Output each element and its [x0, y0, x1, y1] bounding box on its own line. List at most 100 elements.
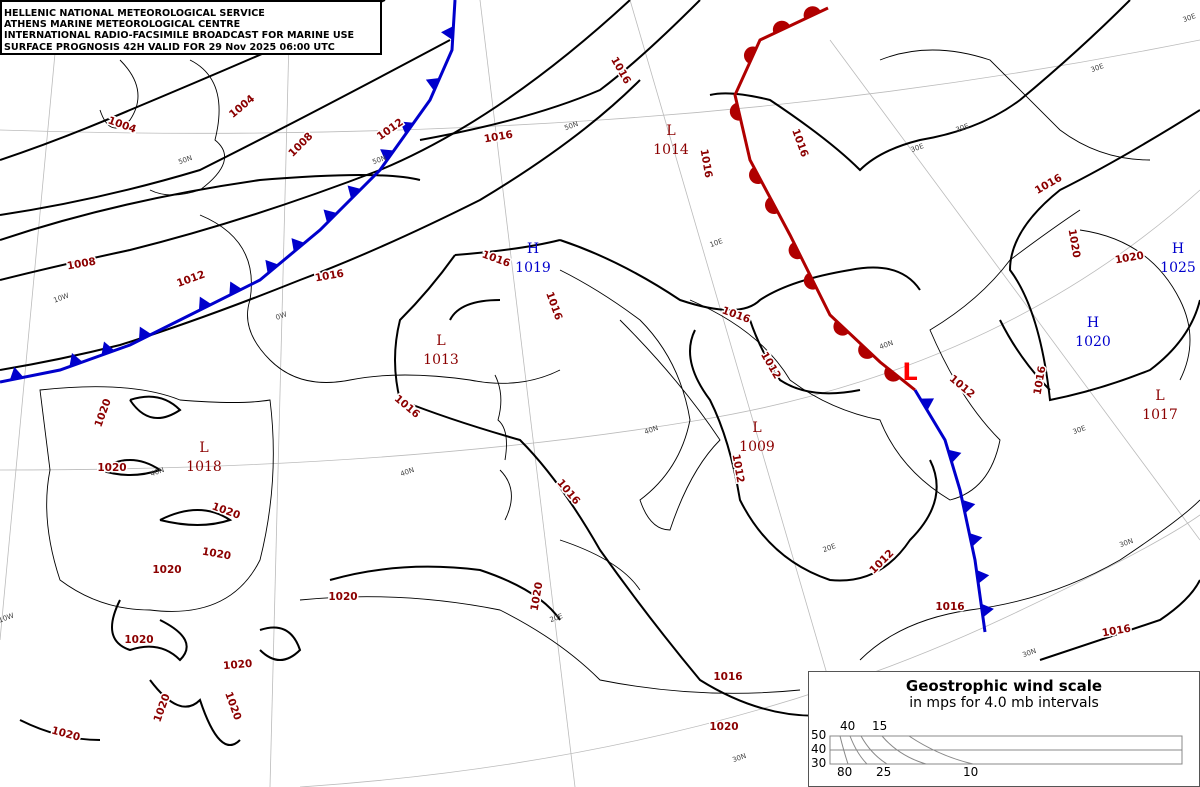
graticule-label: 30N [731, 752, 747, 764]
isobar-label: 1020 [124, 634, 153, 646]
graticule-label: 30E [1090, 62, 1105, 74]
isobar-label: 1020 [93, 397, 114, 429]
cold-front-triangle [229, 281, 242, 296]
pressure-value: 1018 [186, 459, 222, 475]
isobar-label: 1020 [1066, 228, 1083, 259]
warm-front-semicircle [765, 197, 779, 215]
graticule-label: 10E [709, 237, 724, 249]
speed-label: 25 [876, 765, 892, 779]
cold-front-triangle [981, 603, 994, 618]
graticule-label: 40N [399, 466, 415, 478]
isobar-label: 1020 [50, 725, 81, 744]
cold-front-triangle [962, 499, 976, 514]
isobar-label: 1020 [328, 591, 357, 603]
pressure-value: 1017 [1142, 407, 1178, 423]
isobar-label: 1016 [789, 127, 810, 159]
isobar-label: 1016 [698, 148, 715, 179]
isobar-label: 1012 [758, 350, 783, 381]
cold-front-triangle [291, 238, 305, 252]
wind-scale-subtitle: in mps for 4.0 mb intervals [909, 695, 1099, 711]
graticule-label: 40N [878, 339, 894, 351]
isobar-label: 1008 [286, 130, 315, 159]
lat-label: 50 [811, 728, 827, 742]
speed-label: 80 [837, 765, 853, 779]
header-line: INTERNATIONAL RADIO-FACSIMILE BROADCAST … [4, 30, 355, 42]
cold-front-triangle [441, 26, 454, 41]
isobar-label: 1020 [201, 546, 232, 563]
chart-header: HELLENIC NATIONAL METEOROLOGICAL SERVICE… [0, 0, 382, 55]
warm-front-semicircle [749, 167, 763, 185]
cold-front-triangle [9, 366, 24, 381]
graticule-label: 30E [910, 142, 925, 154]
graticule-label: 30E [955, 122, 970, 134]
pressure-value: 1020 [1075, 334, 1111, 350]
isobars [0, 0, 1200, 746]
isobar-label: 1008 [66, 256, 97, 273]
isobar-label: 1016 [543, 290, 564, 322]
isobar-label: 1016 [554, 477, 582, 507]
isobar-label: 1020 [529, 581, 546, 612]
graticule-label: 30N [1021, 647, 1037, 659]
warm-front-semicircle [788, 242, 802, 260]
isobar-label: 1004 [227, 93, 257, 121]
graticule-label: 20E [549, 612, 564, 624]
pressure-value: 1013 [423, 352, 459, 368]
cold-front-triangle [947, 449, 962, 463]
low-pressure-symbol: L [199, 440, 208, 456]
cold-front-triangle [101, 341, 115, 356]
low-pressure-symbol: L [666, 123, 675, 139]
isobar-label: 1020 [97, 462, 126, 474]
isobar-label: 1020 [222, 690, 243, 722]
isobar-label: 1020 [1114, 250, 1145, 267]
warm-front-semicircle [833, 320, 849, 336]
cold-front-triangle [976, 569, 990, 584]
isobar-label: 1020 [152, 692, 173, 724]
warm-front-semicircle [743, 46, 757, 64]
graticule-label: 40N [643, 424, 659, 436]
isobar-label: 1016 [935, 601, 964, 613]
cold-front-triangle [323, 209, 337, 223]
warm-front-semicircle [803, 6, 821, 20]
high-pressure-symbol: H [527, 241, 539, 257]
header-line: ATHENS MARINE METEOROLOGICAL CENTRE [4, 19, 241, 31]
graticule-label: 30E [1182, 12, 1197, 24]
graticule-label: 0W [275, 310, 288, 321]
cold-front-triangle [198, 296, 212, 311]
high-pressure-symbol: H [1172, 241, 1184, 257]
isobar-label: 1016 [1101, 623, 1132, 640]
pressure-value: 1014 [653, 142, 689, 158]
map-labels: 50N50N50N40N40N40N40N30N30N30N10W10W0W10… [0, 12, 1197, 764]
isobar-label: 1020 [223, 658, 253, 673]
warm-front-semicircle [803, 272, 817, 290]
speed-label: 10 [963, 765, 979, 779]
graticule-label: 30N [1118, 537, 1134, 549]
low-pressure-symbol: L [902, 358, 917, 386]
warm-front-semicircle [772, 20, 790, 34]
cold-front-triangle [425, 78, 440, 91]
cold-front-triangle [380, 149, 394, 162]
wind-scale-graph [829, 735, 1183, 765]
warm-front [729, 6, 916, 392]
isobar-label: 1016 [314, 268, 345, 285]
graticule-label: 10W [53, 292, 71, 305]
high-pressure-symbol: H [1087, 315, 1099, 331]
isobar-label: 1016 [1032, 365, 1049, 396]
isobar-label: 1016 [392, 393, 422, 421]
speed-label: 40 [840, 719, 856, 733]
graticule-label: 20E [822, 542, 837, 554]
isobar-label: 1012 [947, 373, 977, 401]
cold-front-east [913, 389, 994, 633]
cold-front-triangle [265, 259, 279, 274]
wind-scale-legend: Geostrophic wind scale in mps for 4.0 mb… [808, 671, 1200, 787]
isobar-label: 1016 [483, 129, 514, 146]
coastlines [39, 49, 1200, 694]
isobar-label: 1020 [709, 721, 738, 733]
isobar-label: 1016 [713, 671, 742, 683]
cold-front-triangle [399, 121, 414, 135]
warm-front-semicircle [858, 343, 874, 359]
cold-front-triangle [347, 185, 362, 199]
wind-scale-title: Geostrophic wind scale [905, 677, 1103, 695]
